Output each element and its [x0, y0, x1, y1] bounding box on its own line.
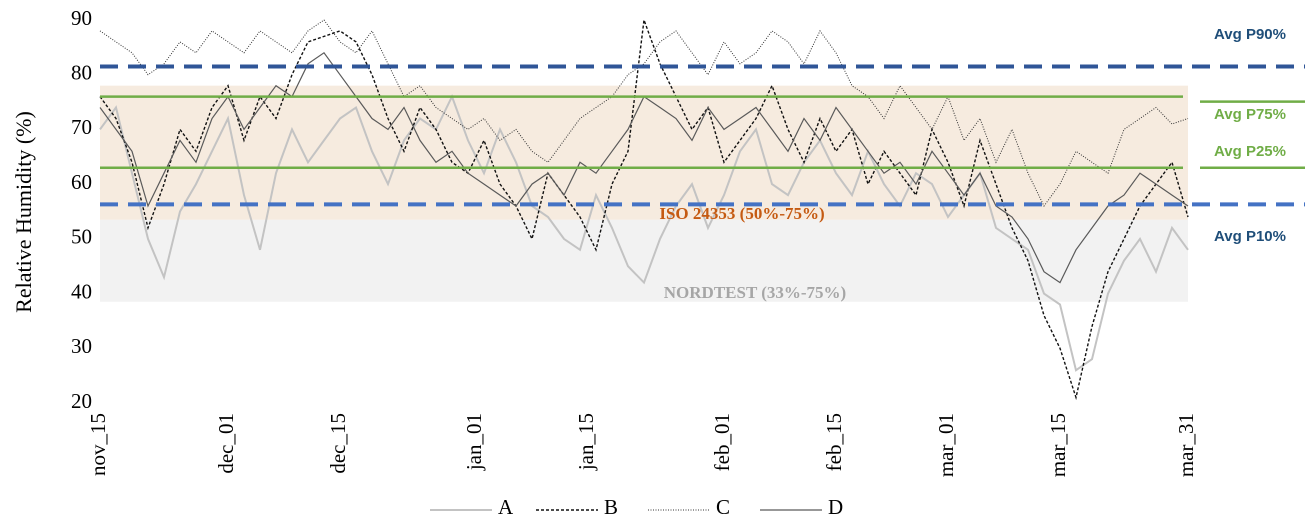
- x-tick-label: feb_01: [710, 413, 734, 471]
- y-tick-label: 90: [71, 6, 92, 30]
- y-tick-label: 80: [71, 61, 92, 85]
- reference-label: Avg P10%: [1214, 228, 1286, 245]
- series-line: [99, 19, 1189, 207]
- x-tick-label: jan_15: [574, 413, 598, 471]
- y-axis-title: Relative Humidity (%): [11, 111, 36, 313]
- band: [100, 219, 1188, 302]
- y-tick-label: 20: [71, 389, 92, 413]
- x-tick-label: mar_31: [1174, 413, 1198, 477]
- band: [100, 85, 1188, 220]
- y-tick-label: 70: [71, 115, 92, 139]
- x-tick-label: feb_15: [822, 413, 846, 471]
- reference-label: Avg P75%: [1214, 106, 1286, 123]
- y-tick-label: 40: [71, 279, 92, 303]
- y-tick-label: 60: [71, 170, 92, 194]
- band-label: NORDTEST (33%-75%): [664, 283, 846, 302]
- y-tick-label: 50: [71, 225, 92, 249]
- x-tick-label: nov_15: [86, 413, 110, 476]
- reference-label: Avg P25%: [1214, 143, 1286, 160]
- x-tick-label: dec_15: [326, 413, 350, 474]
- legend-label: B: [604, 495, 618, 519]
- x-tick-label: jan_01: [462, 413, 486, 471]
- x-tick-label: dec_01: [214, 413, 238, 474]
- band-label: ISO 24353 (50%-75%): [659, 204, 824, 223]
- legend-label: D: [828, 495, 843, 519]
- series-line: [99, 94, 1189, 372]
- x-tick-label: mar_01: [934, 413, 958, 477]
- x-tick-label: mar_15: [1046, 413, 1070, 477]
- legend-label: A: [498, 495, 514, 519]
- y-tick-label: 30: [71, 334, 92, 358]
- reference-label: Avg P90%: [1214, 26, 1286, 43]
- legend-label: C: [716, 495, 730, 519]
